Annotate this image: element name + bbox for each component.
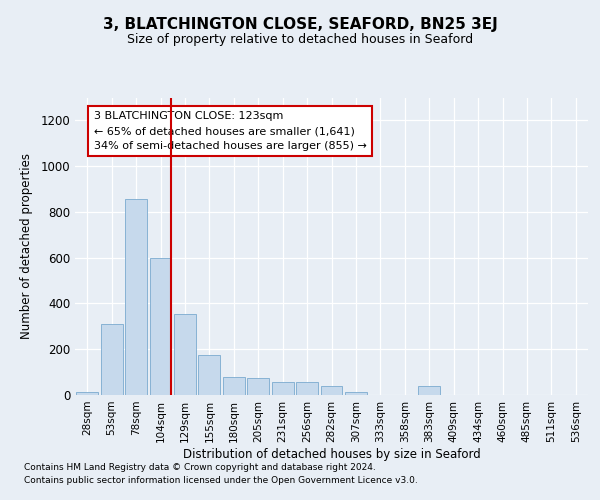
Bar: [101, 324, 122, 395]
Bar: [174, 314, 196, 395]
Y-axis label: Number of detached properties: Number of detached properties: [20, 153, 34, 340]
Bar: [76, 392, 98, 395]
Bar: [296, 382, 318, 395]
Bar: [320, 386, 343, 395]
Bar: [199, 355, 220, 395]
Text: 3 BLATCHINGTON CLOSE: 123sqm
← 65% of detached houses are smaller (1,641)
34% of: 3 BLATCHINGTON CLOSE: 123sqm ← 65% of de…: [94, 111, 367, 151]
Text: Size of property relative to detached houses in Seaford: Size of property relative to detached ho…: [127, 32, 473, 46]
Bar: [247, 378, 269, 395]
Bar: [418, 386, 440, 395]
Bar: [272, 382, 293, 395]
Text: Contains public sector information licensed under the Open Government Licence v3: Contains public sector information licen…: [24, 476, 418, 485]
Text: Contains HM Land Registry data © Crown copyright and database right 2024.: Contains HM Land Registry data © Crown c…: [24, 462, 376, 471]
Bar: [223, 376, 245, 395]
X-axis label: Distribution of detached houses by size in Seaford: Distribution of detached houses by size …: [182, 448, 481, 460]
Bar: [125, 200, 147, 395]
Bar: [149, 258, 172, 395]
Text: 3, BLATCHINGTON CLOSE, SEAFORD, BN25 3EJ: 3, BLATCHINGTON CLOSE, SEAFORD, BN25 3EJ: [103, 18, 497, 32]
Bar: [345, 392, 367, 395]
